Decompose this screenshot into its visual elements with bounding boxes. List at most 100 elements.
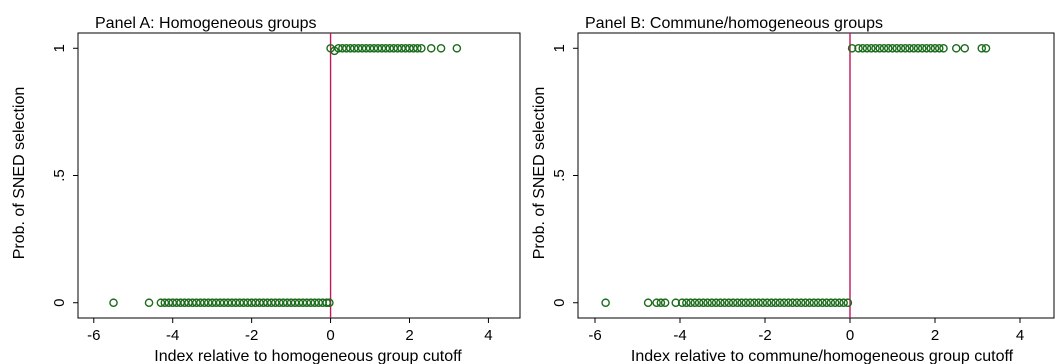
panel-b-y-tick-label: 0 xyxy=(551,299,568,307)
panel-b-data-point xyxy=(724,298,734,308)
panel-a-y-axis-title: Prob. of SNED selection xyxy=(11,87,28,260)
panel-b: Panel B: Commune/homogeneous groups Prob… xyxy=(531,15,1055,364)
panel-b-data-point xyxy=(896,43,906,53)
panel-b-data-point xyxy=(875,43,885,53)
panel-a-y-tick-label: 1 xyxy=(51,44,68,52)
panel-b-data-point xyxy=(905,43,914,53)
panel-b-data-point xyxy=(716,298,725,308)
panel-b-data-point xyxy=(601,298,610,308)
panel-a-x-tick-label: -4 xyxy=(166,327,179,344)
panel-b-data-point xyxy=(826,298,836,308)
panel-a-data-point xyxy=(322,298,331,308)
panel-b-data-point xyxy=(913,43,923,53)
panel-b-data-point xyxy=(652,298,661,308)
panel-b-data-point xyxy=(671,298,681,308)
panel-b-data-point xyxy=(767,298,776,308)
panel-b-data-point xyxy=(883,43,893,53)
panel-b-data-point xyxy=(892,43,902,53)
panel-b-data-point xyxy=(843,298,853,308)
panel-a-x-tick-label: 4 xyxy=(484,327,492,344)
panel-b-data-point xyxy=(801,298,810,308)
panel-b-data-point xyxy=(900,43,910,53)
panel-b-data-point xyxy=(866,43,876,53)
panel-b-data-point xyxy=(686,298,695,308)
panel-b-data-point xyxy=(871,43,880,53)
panel-b-data-point xyxy=(775,298,785,308)
panel-b-data-point xyxy=(733,298,742,308)
panel-b-data-point xyxy=(720,298,729,308)
panel-a-data-point xyxy=(413,43,422,53)
panel-b-data-point xyxy=(977,43,987,53)
panel-b-plot-area xyxy=(573,32,1055,323)
panel-b-data-point xyxy=(809,298,819,308)
panel-b-data-point xyxy=(813,298,823,308)
panel-b-y-tick-label: .5 xyxy=(551,169,568,182)
panel-a-data-point xyxy=(452,43,462,53)
panel-b-data-point xyxy=(690,298,700,308)
panel-b-x-tick-labels: -6 -4 -2 0 2 4 xyxy=(588,327,1024,344)
panel-b-data-point xyxy=(741,298,751,308)
panel-a-x-tick-label: 2 xyxy=(405,327,413,344)
panel-b-data-point xyxy=(703,298,712,308)
panel-b-data-point xyxy=(858,43,868,53)
panel-b-data-point xyxy=(862,43,872,53)
panel-b-data-point xyxy=(758,298,768,308)
panel-b-data-point xyxy=(926,43,936,53)
panel-b-title: Panel B: Commune/homogeneous groups xyxy=(585,15,883,32)
panel-a-data-point xyxy=(426,43,436,53)
panel-a-data-point xyxy=(109,298,118,308)
panel-b-data-point xyxy=(699,298,708,308)
panel-b-x-tick-label: 0 xyxy=(846,327,854,344)
panel-b-data-point xyxy=(677,298,687,308)
panel-b-x-tick-label: -2 xyxy=(758,327,771,344)
panel-b-data-point xyxy=(930,43,940,53)
panel-b-data-point xyxy=(939,43,948,53)
panel-b-y-tick-labels: 0.51 xyxy=(551,44,568,307)
panel-b-data-point xyxy=(830,298,840,308)
panel-b-data-point xyxy=(879,43,889,53)
panel-a-x-tick-label: -2 xyxy=(245,327,258,344)
panel-b-data-point xyxy=(656,298,666,308)
panel-b-x-tick-label: 2 xyxy=(931,327,939,344)
panel-a-plot-area xyxy=(73,32,521,323)
panel-b-data-point xyxy=(792,298,802,308)
panel-b-data-point xyxy=(771,298,780,308)
panel-a-y-tick-label: 0 xyxy=(51,299,68,307)
panel-b-data-point xyxy=(796,298,806,308)
panel-b-data-point xyxy=(694,298,704,308)
panel-b-data-point xyxy=(888,43,897,53)
panel-a-y-axis-title-group: Prob. of SNED selection xyxy=(11,87,28,260)
panel-a-y-tick-labels: 0.51 xyxy=(51,44,68,307)
panel-b-data-point xyxy=(951,43,961,53)
panel-b-data-point xyxy=(737,298,746,308)
panel-a-title: Panel A: Homogeneous groups xyxy=(95,15,316,32)
panel-a-x-tick-label: 0 xyxy=(326,327,334,344)
panel-b-y-axis-title: Prob. of SNED selection xyxy=(531,87,548,260)
panel-b-data-point xyxy=(839,298,848,308)
panel-b-data-point xyxy=(909,43,919,53)
panel-b-data-point xyxy=(784,298,793,308)
panel-b-data-point xyxy=(762,298,772,308)
panel-b-data-point xyxy=(660,298,670,308)
panel-b-data-point xyxy=(818,298,827,308)
panel-a-x-tick-label: -6 xyxy=(87,327,100,344)
panel-a-y-tick-label: .5 xyxy=(51,169,68,182)
panel-b-data-point xyxy=(805,298,814,308)
panel-a-x-axis-title: Index relative to homogeneous group cuto… xyxy=(154,348,462,364)
panel-b-y-axis-title-group: Prob. of SNED selection xyxy=(531,87,548,260)
panel-b-data-point xyxy=(788,298,797,308)
panel-a-data-point xyxy=(325,298,334,308)
panel-b-data-point xyxy=(822,298,831,308)
panel-b-data-point xyxy=(754,298,763,308)
panel-b-data-point xyxy=(682,298,691,308)
panel-b-data-point xyxy=(835,298,844,308)
panel-b-data-point xyxy=(707,298,717,308)
panel-b-y-tick-label: 1 xyxy=(551,44,568,52)
panel-b-data-point xyxy=(917,43,927,53)
panel-b-data-point xyxy=(745,298,755,308)
panel-b-data-point xyxy=(711,298,721,308)
panel-a-data-point xyxy=(436,43,446,53)
panel-b-data-point xyxy=(847,43,857,53)
